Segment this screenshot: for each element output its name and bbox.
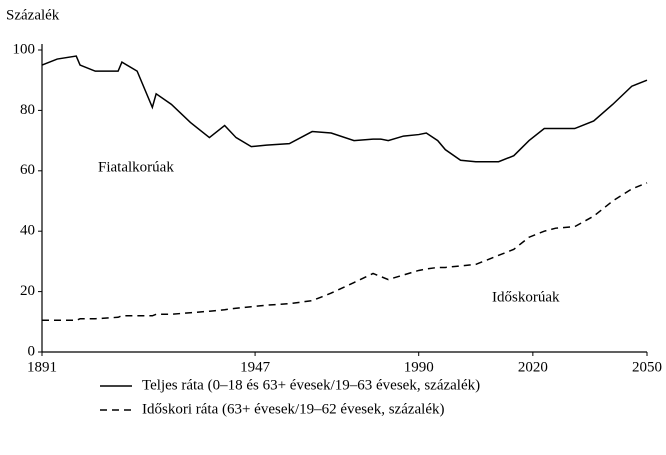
annotation: Időskorúak: [492, 289, 560, 305]
line-series: [42, 182, 648, 322]
x-tick-label: 1990: [404, 359, 434, 375]
y-tick-label: 80: [20, 102, 35, 118]
y-tick-label: 40: [20, 223, 35, 239]
y-tick-label: 0: [28, 343, 36, 359]
legend-label: Teljes ráta (0–18 és 63+ évesek/19–63 év…: [142, 377, 480, 393]
legend-label: Időskori ráta (63+ évesek/19–62 évesek, …: [142, 401, 445, 417]
y-tick-label: 20: [20, 283, 35, 299]
y-tick-label: 60: [20, 162, 35, 178]
x-tick-label: 2050: [632, 359, 662, 375]
y-axis-label: Százalék: [6, 7, 60, 23]
x-tick-label: 1947: [240, 359, 271, 375]
y-tick-label: 100: [13, 41, 36, 57]
x-tick-label: 2020: [518, 359, 548, 375]
x-tick-label: 1891: [27, 359, 57, 375]
line-series: [41, 55, 648, 163]
annotation: Fiatalkorúak: [98, 159, 174, 175]
